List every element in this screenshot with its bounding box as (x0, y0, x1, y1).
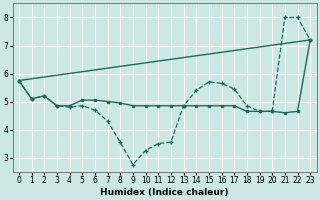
X-axis label: Humidex (Indice chaleur): Humidex (Indice chaleur) (100, 188, 229, 197)
